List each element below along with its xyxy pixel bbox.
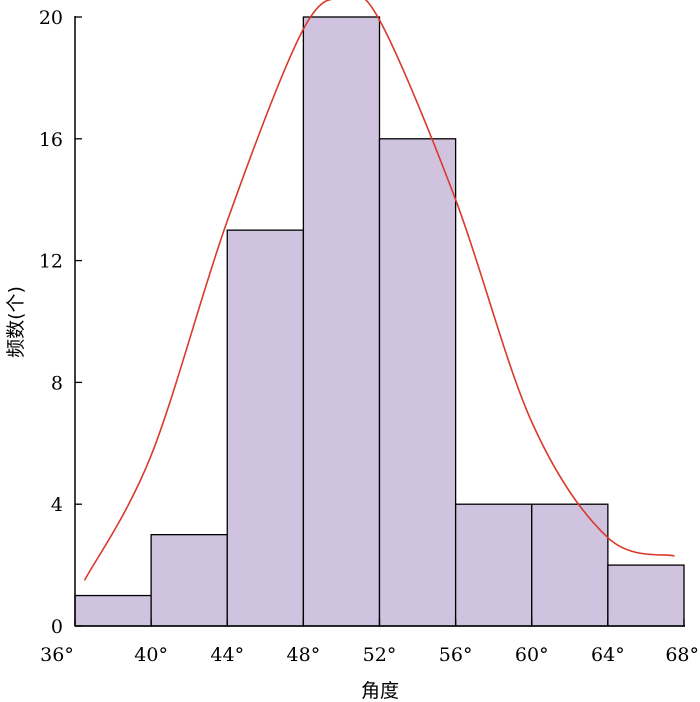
y-tick-label: 20	[39, 7, 63, 29]
y-tick-label: 0	[51, 616, 63, 638]
x-tick-label: 36°	[40, 644, 74, 666]
histogram-bar-2	[226, 229, 305, 627]
x-axis-label: 角度	[361, 680, 399, 702]
bars-group	[74, 16, 685, 627]
histogram-bar-1	[150, 534, 228, 627]
x-tick-label: 52°	[363, 644, 397, 666]
x-tick-label: 56°	[439, 644, 473, 666]
normal-fit-curve	[83, 0, 675, 581]
y-tick-label: 16	[39, 129, 63, 151]
histogram-bar-3	[302, 16, 381, 627]
histogram-bar-5	[454, 503, 533, 627]
histogram-bar-6	[531, 503, 609, 627]
x-ticks-group: 36° 40° 44° 48° 52° 56° 60° 64° 68°	[40, 619, 699, 666]
x-tick-label: 48°	[287, 644, 321, 666]
y-axis-label: 频数(个)	[5, 286, 27, 358]
y-ticks-group: 0 4 8 12 16 20	[39, 7, 82, 638]
x-tick-label: 60°	[515, 644, 549, 666]
x-tick-label: 40°	[134, 644, 168, 666]
y-tick-label: 8	[51, 372, 63, 394]
x-tick-label: 64°	[591, 644, 625, 666]
y-tick-label: 4	[51, 494, 63, 516]
x-tick-label: 44°	[210, 644, 244, 666]
histogram-bar-0	[74, 594, 152, 627]
x-tick-label: 68°	[665, 644, 699, 666]
histogram-bar-7	[607, 564, 685, 627]
histogram-bar-4	[378, 138, 457, 627]
y-tick-label: 12	[39, 251, 63, 273]
